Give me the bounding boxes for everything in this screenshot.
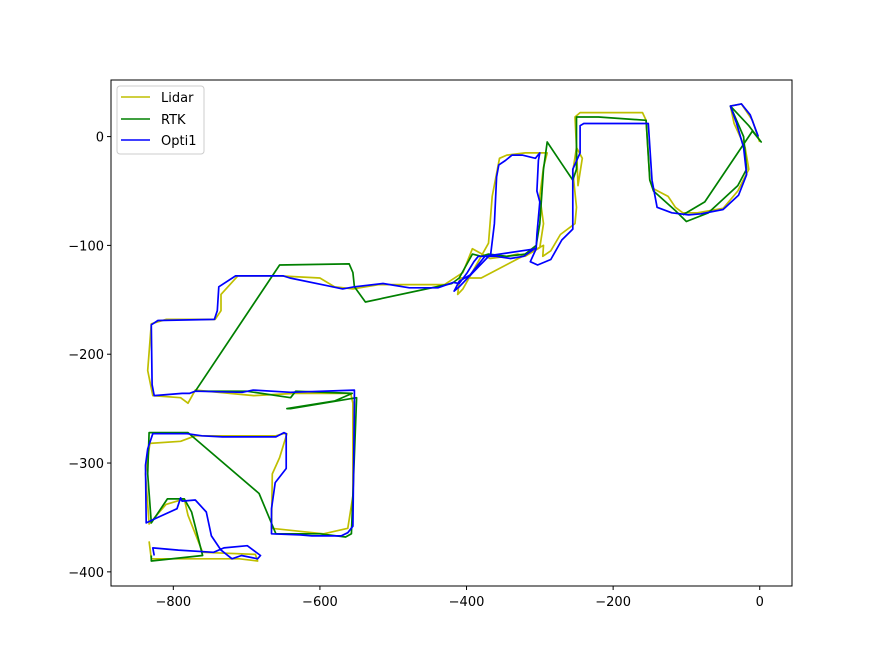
legend: Lidar RTK Opti1 [116, 85, 205, 155]
series-line-opti1 [144, 103, 760, 560]
x-axis-ticks: −800 −600 −400 −200 0 [155, 586, 764, 610]
x-tick-label: −600 [302, 595, 338, 610]
series-layer [144, 103, 763, 562]
y-tick-label: 0 [96, 131, 104, 146]
x-tick-label: 0 [756, 595, 764, 610]
y-axis-ticks: 0 −100 −200 −300 −400 [68, 131, 111, 581]
x-tick-label: −400 [449, 595, 485, 610]
y-tick-label: −100 [68, 239, 104, 254]
x-tick-label: −800 [155, 595, 191, 610]
legend-label-rtk: RTK [161, 113, 186, 128]
y-tick-label: −300 [68, 457, 104, 472]
legend-label-opti1: Opti1 [161, 134, 196, 149]
y-tick-label: −400 [68, 566, 104, 581]
y-tick-label: −200 [68, 348, 104, 363]
plot-frame [110, 79, 793, 587]
x-tick-label: −200 [595, 595, 631, 610]
legend-box [116, 85, 205, 155]
legend-label-lidar: Lidar [161, 91, 194, 106]
